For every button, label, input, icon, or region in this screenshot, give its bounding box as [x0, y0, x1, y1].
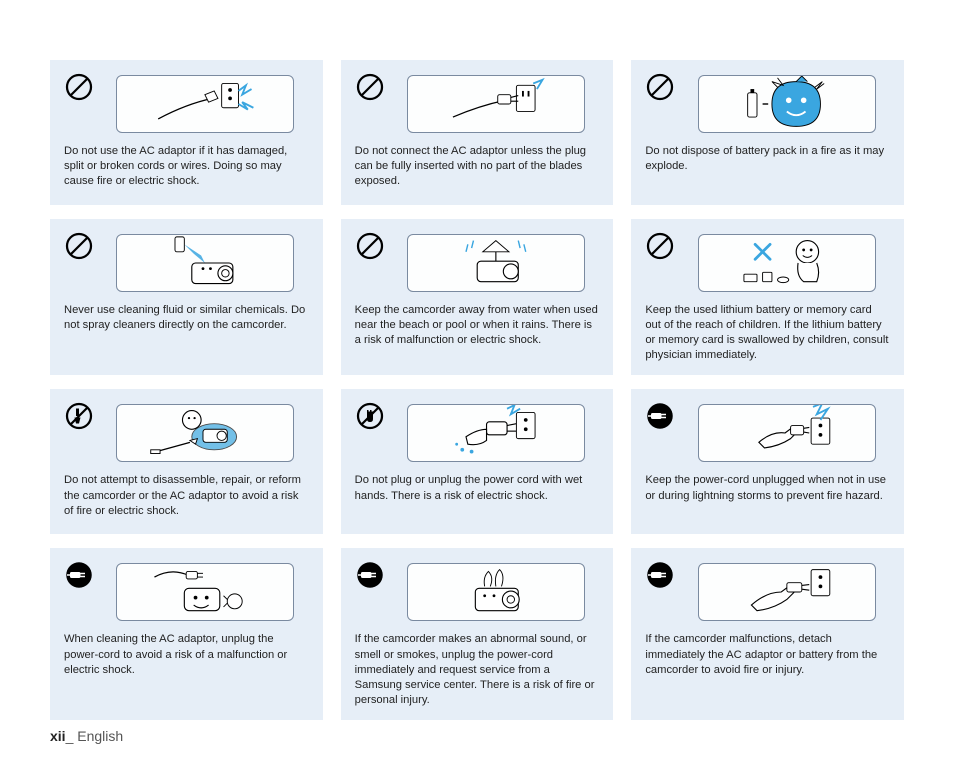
card-11-illus — [355, 558, 600, 626]
card-8: Do not plug or unplug the power cord wit… — [341, 389, 614, 534]
card-5: Keep the camcorder away from water when … — [341, 219, 614, 375]
card-9-illus — [645, 399, 890, 467]
card-1: Do not use the AC adaptor if it has dama… — [50, 60, 323, 205]
card-2-illus — [355, 70, 600, 138]
card-7-pic — [102, 399, 309, 467]
unplug-icon — [355, 560, 385, 590]
card-8-text: Do not plug or unplug the power cord wit… — [355, 473, 600, 503]
prohibit-icon — [64, 231, 94, 261]
card-9-text: Keep the power-cord unplugged when not i… — [645, 473, 890, 503]
card-6-pic — [683, 229, 890, 297]
unplug-icon — [645, 560, 675, 590]
card-10-text: When cleaning the AC adaptor, unplug the… — [64, 632, 309, 677]
card-1-text: Do not use the AC adaptor if it has dama… — [64, 144, 309, 189]
card-2: Do not connect the AC adaptor unless the… — [341, 60, 614, 205]
card-3-pic — [683, 70, 890, 138]
footer-language: English — [77, 728, 123, 744]
prohibit-icon — [64, 72, 94, 102]
card-1-pic — [102, 70, 309, 138]
card-3-illus — [645, 70, 890, 138]
card-6: Keep the used lithium battery or memory … — [631, 219, 904, 375]
card-6-text: Keep the used lithium battery or memory … — [645, 303, 890, 363]
card-7-illus — [64, 399, 309, 467]
prohibit-icon — [645, 72, 675, 102]
card-4-illus — [64, 229, 309, 297]
card-9-pic — [683, 399, 890, 467]
card-5-pic — [393, 229, 600, 297]
prohibit-icon — [355, 231, 385, 261]
safety-grid: Do not use the AC adaptor if it has dama… — [50, 60, 904, 720]
card-5-text: Keep the camcorder away from water when … — [355, 303, 600, 348]
card-8-pic — [393, 399, 600, 467]
card-4-pic — [102, 229, 309, 297]
no-disassemble-icon — [64, 401, 94, 431]
card-7-text: Do not attempt to disassemble, repair, o… — [64, 473, 309, 518]
footer-sep: _ — [66, 728, 74, 744]
card-11-pic — [393, 558, 600, 626]
unplug-icon — [645, 401, 675, 431]
unplug-icon — [64, 560, 94, 590]
card-9: Keep the power-cord unplugged when not i… — [631, 389, 904, 534]
card-5-illus — [355, 229, 600, 297]
page-footer: xii_ English — [50, 728, 123, 744]
prohibit-icon — [645, 231, 675, 261]
page-number: xii — [50, 728, 66, 744]
card-12: If the camcorder malfunctions, detach im… — [631, 548, 904, 720]
card-10-illus — [64, 558, 309, 626]
card-10: When cleaning the AC adaptor, unplug the… — [50, 548, 323, 720]
card-4-text: Never use cleaning fluid or similar chem… — [64, 303, 309, 333]
card-11: If the camcorder makes an abnormal sound… — [341, 548, 614, 720]
card-12-illus — [645, 558, 890, 626]
card-6-illus — [645, 229, 890, 297]
card-3-text: Do not dispose of battery pack in a fire… — [645, 144, 890, 174]
no-touch-icon — [355, 401, 385, 431]
card-2-pic — [393, 70, 600, 138]
card-11-text: If the camcorder makes an abnormal sound… — [355, 632, 600, 708]
card-4: Never use cleaning fluid or similar chem… — [50, 219, 323, 375]
card-8-illus — [355, 399, 600, 467]
card-7: Do not attempt to disassemble, repair, o… — [50, 389, 323, 534]
card-12-text: If the camcorder malfunctions, detach im… — [645, 632, 890, 677]
card-1-illus — [64, 70, 309, 138]
card-10-pic — [102, 558, 309, 626]
card-3: Do not dispose of battery pack in a fire… — [631, 60, 904, 205]
prohibit-icon — [355, 72, 385, 102]
card-12-pic — [683, 558, 890, 626]
card-2-text: Do not connect the AC adaptor unless the… — [355, 144, 600, 189]
